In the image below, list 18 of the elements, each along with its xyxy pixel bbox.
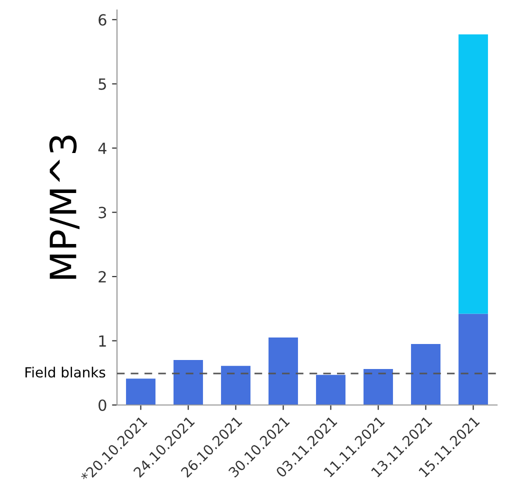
y-tick-label: 3 xyxy=(98,206,106,218)
y-tick-label: 2 xyxy=(98,271,106,282)
bar xyxy=(221,366,250,405)
y-tick-label: 1 xyxy=(99,335,106,347)
bar xyxy=(174,360,203,405)
bar xyxy=(458,34,488,314)
bar xyxy=(268,338,298,405)
y-tick-label: 4 xyxy=(98,142,106,154)
ref-line-label: Field blanks xyxy=(26,366,106,378)
bar xyxy=(411,344,440,405)
bar xyxy=(458,314,488,405)
bar xyxy=(316,374,346,405)
bar xyxy=(364,369,393,405)
y-tick-label: 0 xyxy=(98,399,106,412)
y-tick-label: 5 xyxy=(98,78,106,90)
bar xyxy=(126,378,156,405)
y-tick-label: 6 xyxy=(98,14,106,26)
y-axis-title: MP/M^3 xyxy=(49,136,80,279)
